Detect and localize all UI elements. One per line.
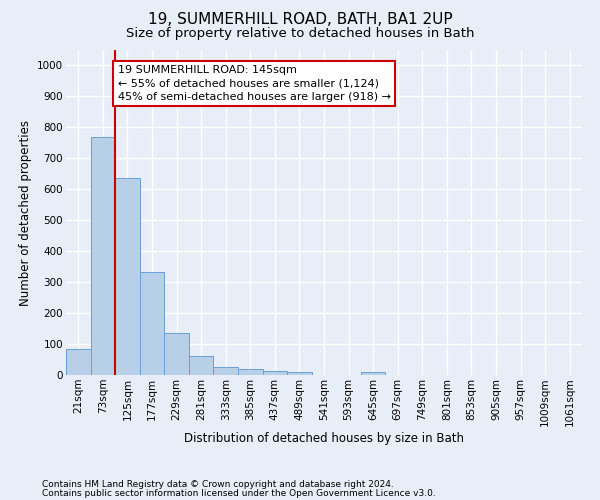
Bar <box>91 136 115 375</box>
Bar <box>115 178 140 375</box>
Bar <box>66 350 91 375</box>
X-axis label: Distribution of detached houses by size in Bath: Distribution of detached houses by size … <box>184 432 464 445</box>
Bar <box>164 333 189 375</box>
Bar <box>287 372 312 375</box>
Bar <box>140 272 164 375</box>
Text: Contains public sector information licensed under the Open Government Licence v3: Contains public sector information licen… <box>42 489 436 498</box>
Text: Size of property relative to detached houses in Bath: Size of property relative to detached ho… <box>126 28 474 40</box>
Bar <box>238 369 263 375</box>
Bar <box>189 356 214 375</box>
Bar <box>263 370 287 375</box>
Bar <box>214 367 238 375</box>
Text: Contains HM Land Registry data © Crown copyright and database right 2024.: Contains HM Land Registry data © Crown c… <box>42 480 394 489</box>
Bar <box>361 372 385 375</box>
Y-axis label: Number of detached properties: Number of detached properties <box>19 120 32 306</box>
Text: 19, SUMMERHILL ROAD, BATH, BA1 2UP: 19, SUMMERHILL ROAD, BATH, BA1 2UP <box>148 12 452 28</box>
Text: 19 SUMMERHILL ROAD: 145sqm
← 55% of detached houses are smaller (1,124)
45% of s: 19 SUMMERHILL ROAD: 145sqm ← 55% of deta… <box>118 66 391 102</box>
